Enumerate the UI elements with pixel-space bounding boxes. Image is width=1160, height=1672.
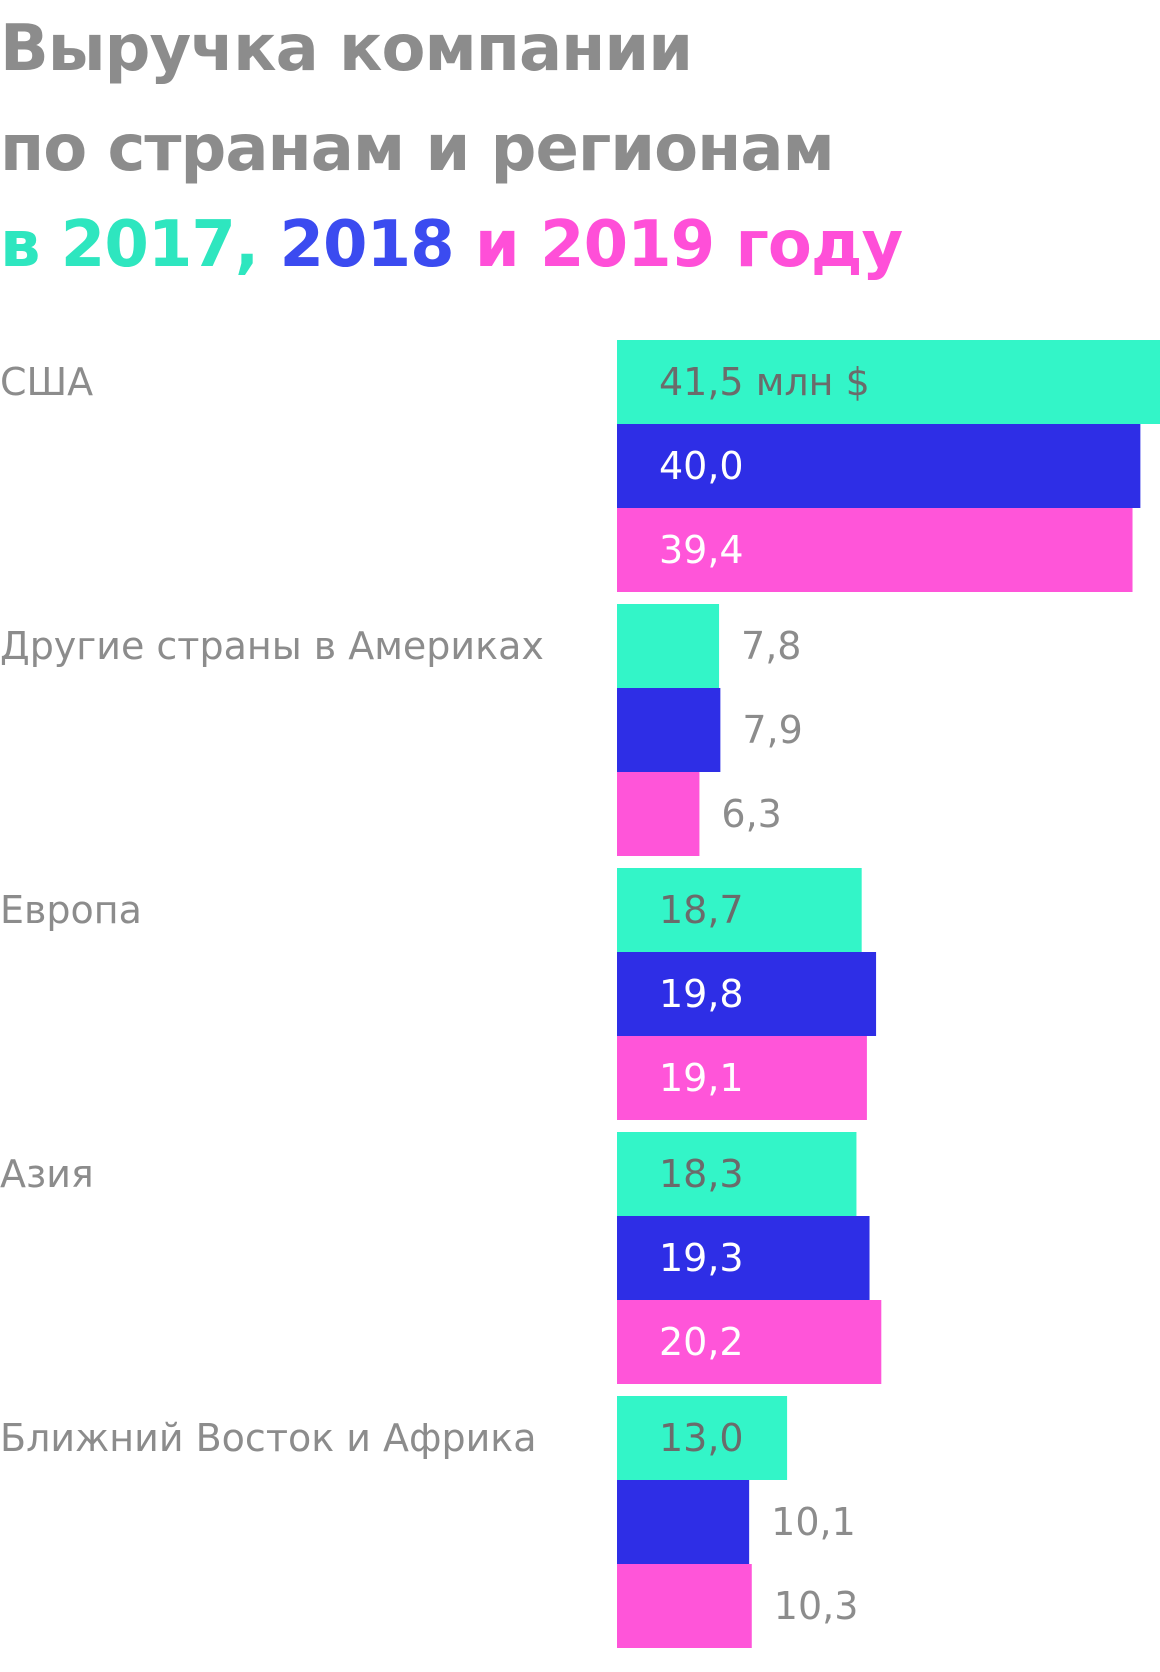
title-line-1: Выручка компании <box>0 12 693 86</box>
bar-2017 <box>617 868 862 952</box>
category-label: Другие страны в Америках <box>0 624 544 668</box>
title-line-2: по странам и регионам <box>0 112 835 186</box>
value-label: 7,8 <box>741 624 801 668</box>
bar-2018 <box>617 688 721 772</box>
value-label: 18,7 <box>659 888 744 932</box>
bar-2018 <box>617 1216 870 1300</box>
value-label: 19,3 <box>659 1236 744 1280</box>
value-label: 18,3 <box>659 1152 744 1196</box>
category-label: Европа <box>0 888 142 932</box>
title-and: и <box>474 208 520 282</box>
value-label: 19,8 <box>659 972 744 1016</box>
bar-2017 <box>617 1396 788 1480</box>
value-label: 41,5 млн $ <box>659 360 870 404</box>
value-label: 19,1 <box>659 1056 744 1100</box>
value-label: 6,3 <box>721 792 781 836</box>
value-label: 13,0 <box>659 1416 744 1460</box>
bar-chart: США 41,5 млн $ 40,0 39,4 Другие страны в Аме… <box>0 340 1160 1648</box>
title-year-2017: 2017, <box>60 208 259 282</box>
value-label: 7,9 <box>742 708 802 752</box>
bar-2017 <box>617 340 1160 424</box>
value-label: 20,2 <box>659 1320 744 1364</box>
value-label: 10,1 <box>771 1500 856 1544</box>
bar-2018 <box>617 952 877 1036</box>
title-year-2019: 2019 году <box>540 208 903 282</box>
bar-2019 <box>617 1036 867 1120</box>
title-prefix: в <box>0 208 61 282</box>
category-label: Азия <box>0 1152 94 1196</box>
bar-2019 <box>617 1300 882 1384</box>
bar-2018 <box>617 424 1141 508</box>
title-year-2018: 2018 <box>279 208 455 282</box>
bar-2019 <box>617 1564 752 1648</box>
title-line-3-years: в 2017, 2018 и 2019 году <box>0 208 903 282</box>
bar-2019 <box>617 508 1133 592</box>
category-label: Ближний Восток и Африка <box>0 1416 537 1460</box>
value-label: 39,4 <box>659 528 744 572</box>
category-label: США <box>0 360 93 404</box>
value-label: 40,0 <box>659 444 744 488</box>
bar-2018 <box>617 1480 750 1564</box>
bar-2017 <box>617 1132 857 1216</box>
bar-2017 <box>617 604 720 688</box>
value-label: 10,3 <box>774 1584 859 1628</box>
bar-2019 <box>617 772 700 856</box>
